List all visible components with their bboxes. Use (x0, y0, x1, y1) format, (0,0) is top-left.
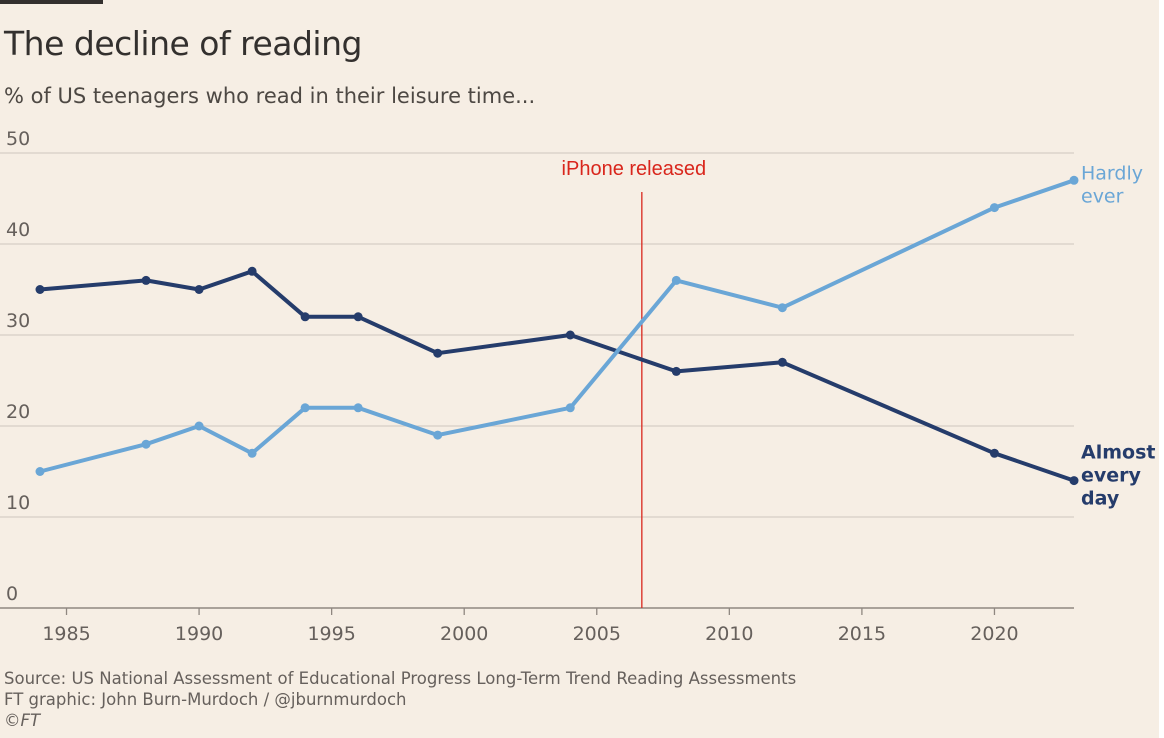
x-tick-label: 1985 (42, 623, 90, 645)
x-tick-label: 2010 (705, 623, 753, 645)
x-tick-label: 2020 (970, 623, 1018, 645)
data-point-almost-every-day (671, 366, 681, 376)
series (35, 175, 1079, 486)
data-point-almost-every-day (300, 312, 310, 322)
y-tick-label: 30 (6, 310, 30, 332)
data-point-almost-every-day (247, 266, 257, 276)
annotation-label: iPhone released (562, 158, 707, 180)
chart-title: The decline of reading (4, 24, 362, 63)
top-rule (0, 0, 103, 4)
data-point-hardly-ever (141, 439, 151, 449)
data-point-hardly-ever (777, 303, 787, 313)
data-point-hardly-ever (194, 421, 204, 431)
annotations: iPhone released (562, 158, 707, 608)
data-point-almost-every-day (777, 357, 787, 367)
series-label-line: every (1081, 465, 1142, 487)
series-label-line: Hardly (1081, 162, 1143, 184)
series-line-hardly-ever (38, 178, 1076, 474)
series-label-line: Almost (1081, 442, 1155, 464)
x-tick-label: 2005 (573, 623, 621, 645)
data-point-hardly-ever (247, 448, 257, 458)
data-point-almost-every-day (35, 285, 45, 294)
data-point-hardly-ever (565, 403, 575, 413)
y-tick-label: 50 (6, 128, 30, 150)
gridlines (0, 152, 1074, 609)
data-point-almost-every-day (1069, 476, 1079, 486)
y-tick-label: 40 (6, 219, 30, 241)
x-tick-label: 2015 (838, 623, 886, 645)
x-tick-label: 1990 (175, 623, 223, 645)
source-notes: Source: US National Assessment of Educat… (4, 668, 796, 731)
data-point-hardly-ever (1069, 175, 1079, 185)
data-point-hardly-ever (671, 275, 681, 285)
series-label-line: ever (1081, 185, 1124, 207)
series-label-hardly-ever: Hardly ever (1081, 162, 1143, 207)
data-point-hardly-ever (433, 430, 443, 440)
series-label-line: day (1081, 488, 1120, 510)
data-point-hardly-ever (300, 403, 310, 413)
data-point-almost-every-day (565, 330, 575, 340)
y-tick-label: 10 (6, 492, 30, 514)
data-point-almost-every-day (194, 285, 204, 294)
axes: 0 10 20 30 40 50 1985 1990 1995 2000 2005 2010 2015 2… (6, 128, 1019, 645)
x-tick-label: 1995 (307, 623, 355, 645)
data-point-almost-every-day (353, 312, 363, 322)
y-tick-label: 0 (6, 583, 18, 605)
data-point-hardly-ever (989, 203, 999, 213)
data-point-hardly-ever (353, 403, 363, 413)
copyright-line: ©FT (4, 711, 41, 730)
data-point-almost-every-day (141, 275, 151, 285)
data-point-hardly-ever (35, 467, 45, 476)
y-tick-label: 20 (6, 401, 30, 423)
series-line-almost-every-day (38, 269, 1076, 483)
data-point-almost-every-day (989, 448, 999, 458)
series-labels: Almost every day Hardly ever (1081, 162, 1155, 509)
series-label-almost-every-day: Almost every day (1081, 442, 1155, 510)
credit-line: FT graphic: John Burn-Murdoch / @jburnmu… (4, 690, 407, 709)
data-point-almost-every-day (433, 348, 443, 358)
chart-subtitle: % of US teenagers who read in their leis… (4, 84, 536, 108)
x-tick-label: 2000 (440, 623, 488, 645)
source-line: Source: US National Assessment of Educat… (4, 669, 797, 688)
